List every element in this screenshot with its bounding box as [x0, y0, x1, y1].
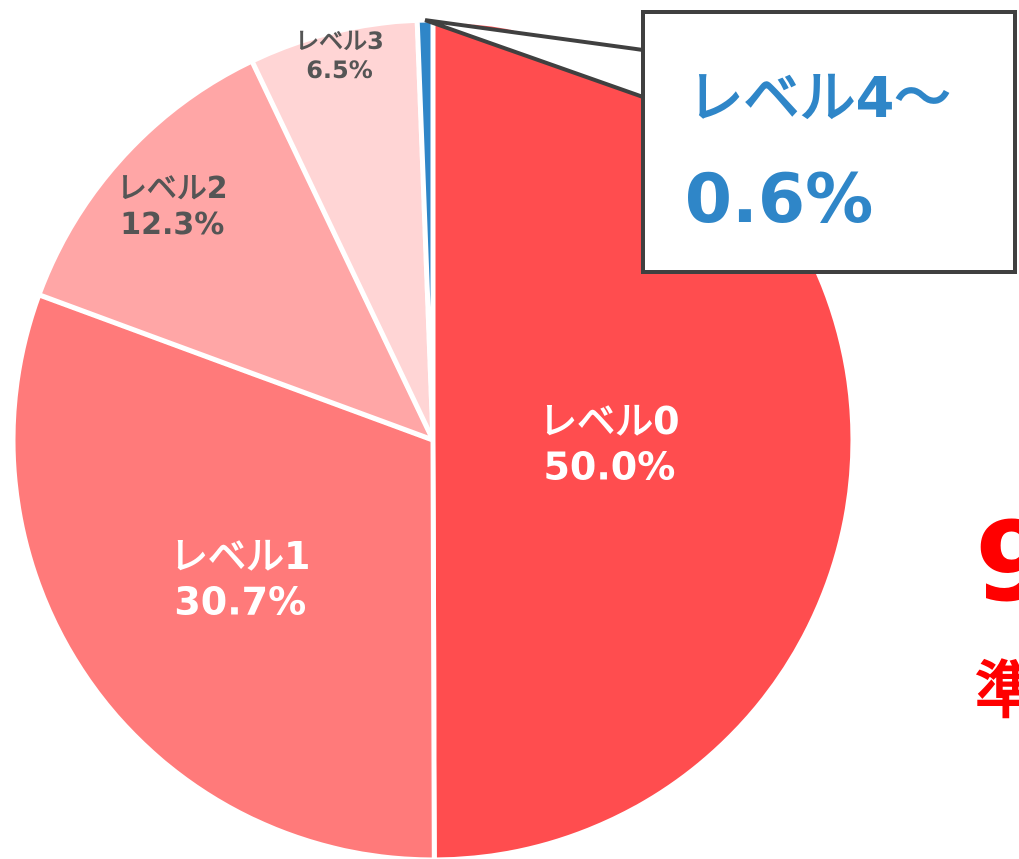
- callout-name-label: レベル4～: [688, 66, 951, 131]
- slice-value-label-2: 12.3%: [120, 207, 224, 242]
- pie-slice-2: [36, 58, 436, 443]
- slice-name-label-0: レベル0: [539, 399, 679, 443]
- overflow-small-text: 準: [975, 654, 1019, 727]
- slice-name-label-1: レベル1: [170, 534, 310, 578]
- slice-value-label-1: 30.7%: [174, 580, 306, 624]
- overflow-big-text: 9: [975, 498, 1019, 626]
- slice-value-label-3: 6.5%: [306, 56, 373, 84]
- pie-slice-1: [10, 292, 437, 859]
- callout: レベル4～ 0.6%: [424, 10, 1017, 274]
- slice-name-label-3: レベル3: [295, 27, 384, 55]
- callout-value-label: 0.6%: [685, 160, 874, 239]
- slice-value-label-0: 50.0%: [543, 445, 675, 489]
- slice-name-label-2: レベル2: [117, 171, 228, 206]
- callout-box: [641, 10, 1017, 274]
- pie-slice-3: [249, 17, 436, 443]
- callout-joint: [645, 48, 651, 100]
